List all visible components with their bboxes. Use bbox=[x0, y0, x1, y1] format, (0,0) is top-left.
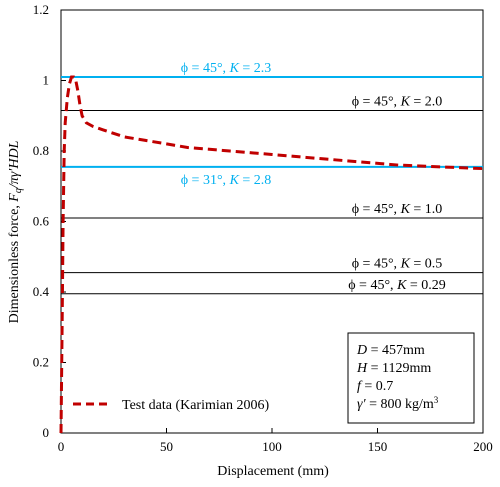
info-lines: D = 457mm H = 1129mm f = 0.7γ′ = 800 kg/m3 bbox=[356, 343, 439, 412]
info-box-frame bbox=[347, 332, 475, 424]
y-tick-label: 0.8 bbox=[33, 143, 49, 158]
reference-lines: ϕ = 45°, K = 2.3 ϕ = 45°, K = 2.0 ϕ = 31°,… bbox=[61, 61, 483, 295]
reference-line-label: ϕ = 45°, K = 1.0 bbox=[352, 202, 443, 217]
series-line bbox=[59, 75, 484, 434]
reference-line-label: ϕ = 45°, K = 0.5 bbox=[352, 257, 443, 272]
info-line: γ′ = 800 kg/m3 bbox=[357, 395, 439, 412]
series-layer bbox=[59, 75, 484, 434]
x-tick-label: 100 bbox=[262, 439, 282, 454]
y-axis-label: Dimensionless force, Fq/πγ′HDL bbox=[7, 140, 24, 323]
legend-label: Test data (Karimian 2006) bbox=[122, 398, 269, 413]
x-tick-label: 50 bbox=[160, 439, 173, 454]
axis-ticks: 0 50 100 150 200 0 0.2 0.4 0.6 0.8 1 1.2 bbox=[33, 2, 493, 454]
y-tick-label: 1 bbox=[43, 73, 50, 88]
reference-line-label: ϕ = 45°, K = 0.29 bbox=[348, 278, 446, 293]
info-line: f = 0.7 bbox=[357, 379, 393, 394]
y-tick-label: 0.4 bbox=[33, 284, 50, 299]
reference-line-label: ϕ = 31°, K = 2.8 bbox=[181, 173, 272, 188]
info-line: D = 457mm bbox=[356, 343, 425, 358]
x-axis-label: Displacement (mm) bbox=[217, 464, 329, 479]
info-line: H = 1129mm bbox=[356, 361, 431, 376]
y-tick-label: 0.2 bbox=[33, 355, 49, 370]
y-tick-label: 1.2 bbox=[33, 2, 49, 17]
x-tick-label: 0 bbox=[58, 439, 65, 454]
reference-line-label: ϕ = 45°, K = 2.3 bbox=[181, 61, 272, 76]
y-tick-label: 0.6 bbox=[33, 214, 50, 229]
info-box: D = 457mm H = 1129mm f = 0.7γ′ = 800 kg/m3 bbox=[347, 332, 475, 424]
y-tick-label: 0 bbox=[43, 425, 50, 440]
x-tick-label: 150 bbox=[368, 439, 388, 454]
reference-line-label: ϕ = 45°, K = 2.0 bbox=[352, 94, 443, 109]
legend: Test data (Karimian 2006) bbox=[73, 398, 269, 413]
x-tick-label: 200 bbox=[473, 439, 493, 454]
